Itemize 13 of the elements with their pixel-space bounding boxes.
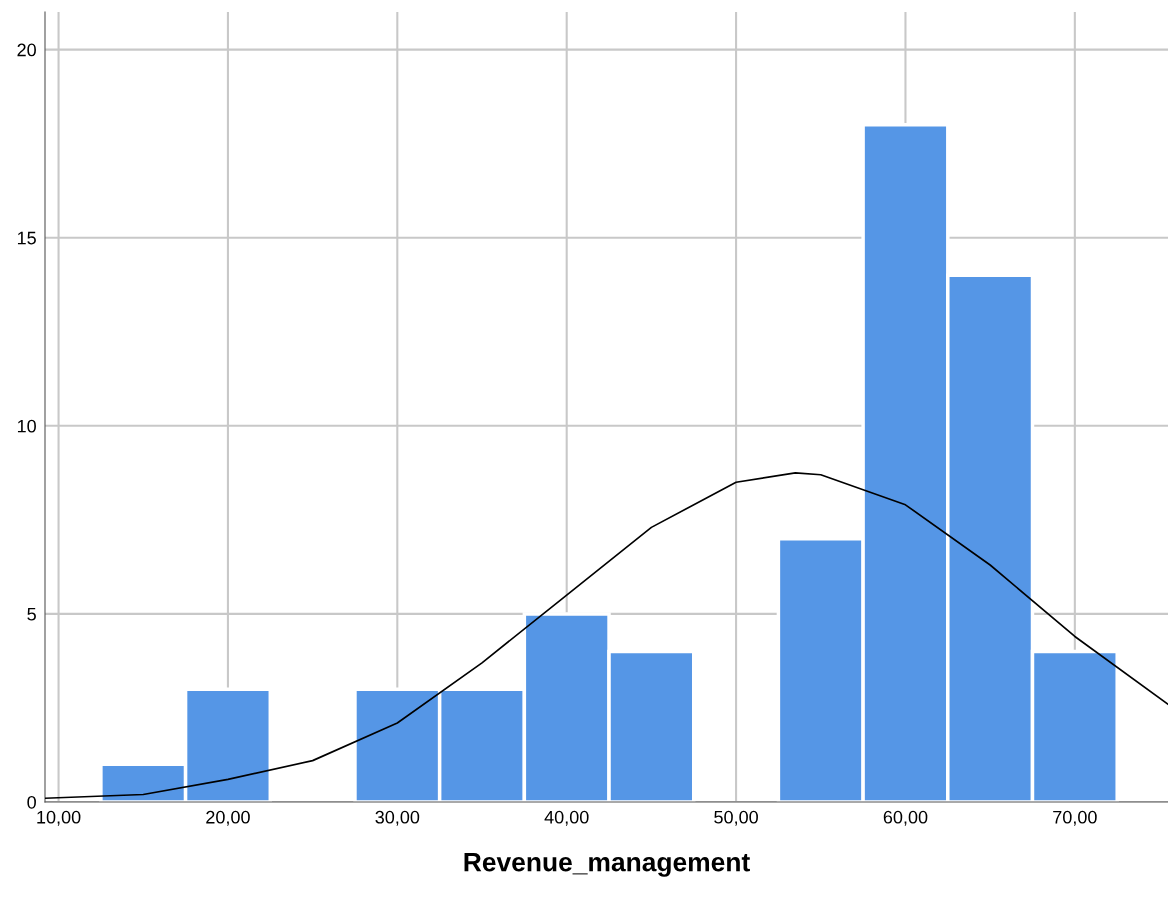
x-tick-label: 60,00	[883, 810, 928, 826]
y-tick-label: 0	[27, 795, 36, 809]
y-tick-label: 20	[17, 43, 36, 57]
x-tick-label: 10,00	[37, 810, 81, 826]
y-tick-label: 10	[17, 419, 36, 433]
y-tick-label: 5	[27, 608, 36, 621]
x-axis-title: Revenue_management	[464, 853, 750, 877]
x-tick-label: 70,00	[1053, 810, 1097, 826]
x-tick-label: 40,00	[544, 810, 589, 826]
y-tick-label: 15	[17, 231, 36, 245]
x-tick-label: 30,00	[375, 810, 420, 826]
x-tick-label: 20,00	[206, 810, 250, 826]
x-tick-label: 50,00	[714, 810, 758, 826]
